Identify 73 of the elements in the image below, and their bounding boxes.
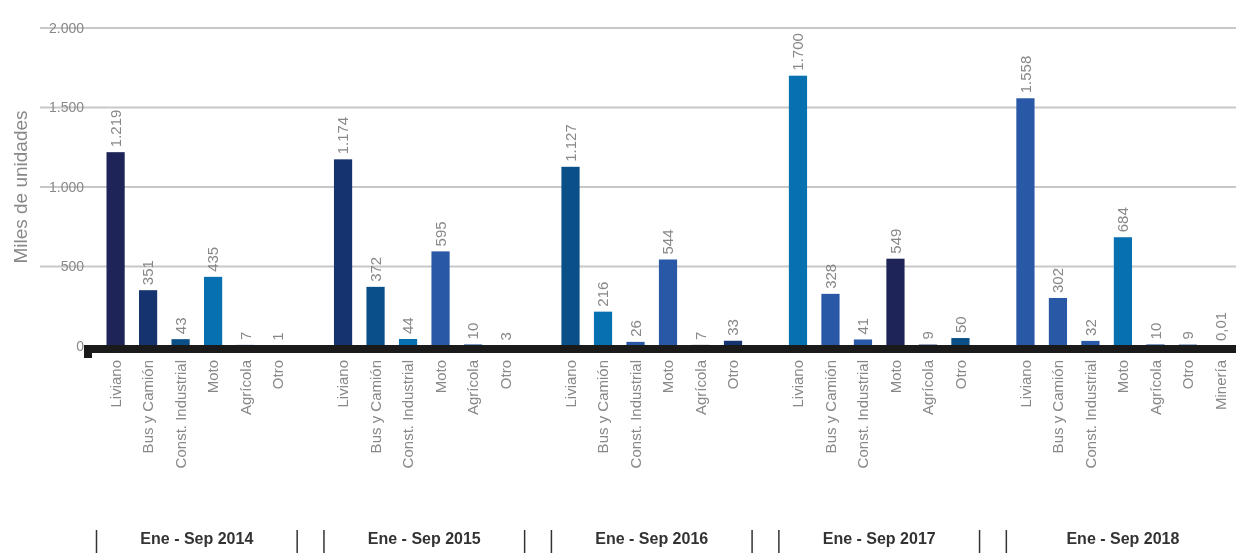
x-tick-label: Const. Industrial bbox=[171, 360, 189, 469]
data-label: 328 bbox=[821, 263, 839, 289]
data-label: 1 bbox=[269, 332, 287, 341]
x-tick-label: Moto bbox=[1114, 360, 1132, 394]
x-tick-label: Otro bbox=[1179, 360, 1197, 390]
x-tick-label: Bus y Camión bbox=[594, 360, 612, 454]
data-label: 33 bbox=[724, 319, 742, 336]
data-label: 10 bbox=[1146, 322, 1164, 340]
x-tick-label: Otro bbox=[724, 360, 742, 390]
x-tick-label: Moto bbox=[886, 360, 904, 394]
x-tick-label: Liviano bbox=[561, 360, 579, 408]
data-label: 1.174 bbox=[334, 116, 352, 155]
y-tick-label: 1.500 bbox=[48, 99, 85, 116]
data-label: 32 bbox=[1081, 319, 1099, 336]
y-tick-label: 2.000 bbox=[48, 19, 85, 36]
x-tick-label: Bus y Camión bbox=[821, 360, 839, 454]
x-tick-label: Moto bbox=[659, 360, 677, 394]
x-tick-label: Liviano bbox=[1016, 360, 1034, 408]
data-label: 302 bbox=[1049, 267, 1067, 293]
y-tick-label: 500 bbox=[60, 258, 85, 275]
data-label: 684 bbox=[1114, 207, 1132, 233]
data-label: 372 bbox=[366, 256, 384, 282]
data-label: 1.558 bbox=[1016, 55, 1034, 94]
data-label: 26 bbox=[626, 320, 644, 337]
x-tick-label: Otro bbox=[269, 360, 287, 390]
text: Ene - Sep 2018 bbox=[1066, 530, 1180, 547]
data-label: 3 bbox=[496, 332, 514, 341]
text: Ene - Sep 2016 bbox=[595, 530, 709, 547]
data-label: 544 bbox=[659, 229, 677, 255]
text: Ene - Sep 2015 bbox=[367, 530, 481, 547]
data-label: 216 bbox=[594, 281, 612, 307]
x-tick-label: Otro bbox=[951, 360, 969, 390]
x-tick-label: Const. Industrial bbox=[1081, 360, 1099, 469]
data-label: 9 bbox=[1179, 331, 1197, 340]
data-label: 351 bbox=[139, 260, 157, 286]
data-label: 0,01 bbox=[1211, 311, 1229, 341]
x-tick-label: Const. Industrial bbox=[626, 360, 644, 469]
data-label: 595 bbox=[431, 221, 449, 247]
x-tick-label: Minería bbox=[1211, 359, 1229, 411]
x-tick-label: Bus y Camión bbox=[1049, 360, 1067, 454]
text: Ene - Sep 2017 bbox=[822, 530, 936, 547]
data-label: 7 bbox=[236, 331, 254, 340]
x-tick-label: Moto bbox=[431, 360, 449, 394]
data-label: 7 bbox=[691, 331, 709, 340]
x-tick-label: Bus y Camión bbox=[366, 360, 384, 454]
x-tick-label: Agrícola bbox=[919, 359, 937, 416]
data-label: 1.700 bbox=[789, 33, 807, 71]
y-tick-label: 0 bbox=[76, 337, 85, 354]
x-tick-label: Otro bbox=[496, 360, 514, 390]
x-tick-label: Moto bbox=[204, 360, 222, 394]
x-tick-label: Liviano bbox=[106, 360, 124, 408]
data-label: 43 bbox=[171, 317, 189, 335]
data-label: 1.219 bbox=[106, 109, 124, 148]
x-tick-label: Liviano bbox=[789, 360, 807, 408]
x-tick-label: Agrícola bbox=[691, 359, 709, 416]
data-label: 435 bbox=[204, 246, 222, 272]
data-label: 44 bbox=[399, 317, 417, 334]
x-tick-label: Agrícola bbox=[236, 359, 254, 416]
data-label: 10 bbox=[464, 322, 482, 340]
x-tick-label: Const. Industrial bbox=[399, 360, 417, 469]
x-tick-label: Liviano bbox=[334, 360, 352, 408]
y-tick-label: 1.000 bbox=[48, 178, 85, 195]
x-tick-label: Const. Industrial bbox=[854, 360, 872, 469]
data-label: 1.127 bbox=[561, 124, 579, 162]
data-label: 41 bbox=[854, 317, 872, 335]
x-tick-label: Agrícola bbox=[464, 359, 482, 416]
data-label: 9 bbox=[919, 331, 937, 340]
data-label: 50 bbox=[951, 316, 969, 334]
text: Ene - Sep 2014 bbox=[140, 530, 254, 547]
x-tick-label: Bus y Camión bbox=[139, 360, 157, 454]
data-label: 549 bbox=[886, 228, 904, 254]
y-axis-title: Miles de unidades bbox=[10, 110, 31, 264]
x-tick-label: Agrícola bbox=[1146, 359, 1164, 416]
